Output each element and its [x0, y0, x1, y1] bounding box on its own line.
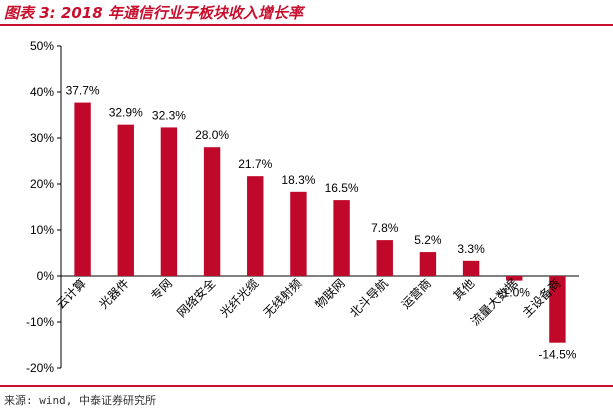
x-tick-label: 物联网 — [312, 276, 347, 311]
source-note: 来源: wind, 中泰证券研究所 — [4, 394, 156, 407]
y-tick-label: -20% — [26, 361, 54, 375]
data-label: 16.5% — [325, 181, 359, 195]
bar — [247, 176, 264, 276]
bar — [333, 200, 350, 276]
bar — [290, 191, 307, 276]
bar — [74, 102, 91, 276]
x-tick-label: 流量大数据 — [467, 276, 520, 329]
source-divider — [0, 385, 613, 387]
data-label: 28.0% — [195, 128, 229, 142]
x-tick-label: 北斗导航 — [346, 276, 391, 321]
x-tick-label: 光纤光缆 — [218, 276, 262, 320]
data-label: 37.7% — [66, 84, 100, 98]
y-tick-label: 20% — [30, 177, 54, 191]
bar — [160, 127, 178, 276]
bar — [419, 252, 437, 276]
x-tick-label: 运营商 — [398, 276, 434, 312]
data-label: 7.8% — [371, 221, 399, 235]
bar — [376, 240, 393, 276]
y-tick-label: 0% — [37, 269, 55, 283]
chart-title: 图表 3: 2018 年通信行业子板块收入增长率 — [4, 4, 303, 22]
x-tick-label: 光器件 — [97, 276, 132, 311]
x-tick-label: 网络安全 — [174, 276, 219, 321]
data-label: 3.3% — [457, 242, 485, 256]
x-tick-label: 无线射频 — [260, 276, 305, 321]
data-label: -14.5% — [538, 348, 576, 362]
bar — [462, 260, 480, 276]
chart-axes: 50% 40% 30% 20% 10% 0% -10% -20% — [26, 39, 579, 375]
chart-data-labels: 37.7% 32.9% 32.3% 28.0% 21.7% 18.3% 16.5% 7.8% 5… — [66, 84, 577, 362]
y-tick-label: 30% — [30, 131, 54, 145]
data-label: 18.3% — [281, 173, 315, 187]
y-tick-label: 10% — [30, 223, 54, 237]
bar — [549, 276, 566, 343]
bar — [506, 276, 523, 281]
chart-bars — [74, 102, 566, 343]
data-label: 5.2% — [414, 233, 442, 247]
data-label: 32.9% — [109, 106, 143, 120]
bar — [117, 124, 134, 276]
x-tick-label: 云计算 — [53, 276, 89, 312]
y-tick-label: -10% — [26, 315, 54, 329]
y-tick-label: 50% — [30, 39, 54, 53]
x-tick-label: 其他 — [450, 276, 477, 303]
data-label: 21.7% — [238, 157, 272, 171]
title-divider — [0, 24, 613, 26]
data-label: 32.3% — [152, 108, 186, 122]
data-label: -1.0% — [499, 286, 531, 300]
x-tick-label: 专网 — [147, 276, 175, 304]
bar — [203, 147, 221, 276]
y-tick-label: 40% — [30, 85, 54, 99]
